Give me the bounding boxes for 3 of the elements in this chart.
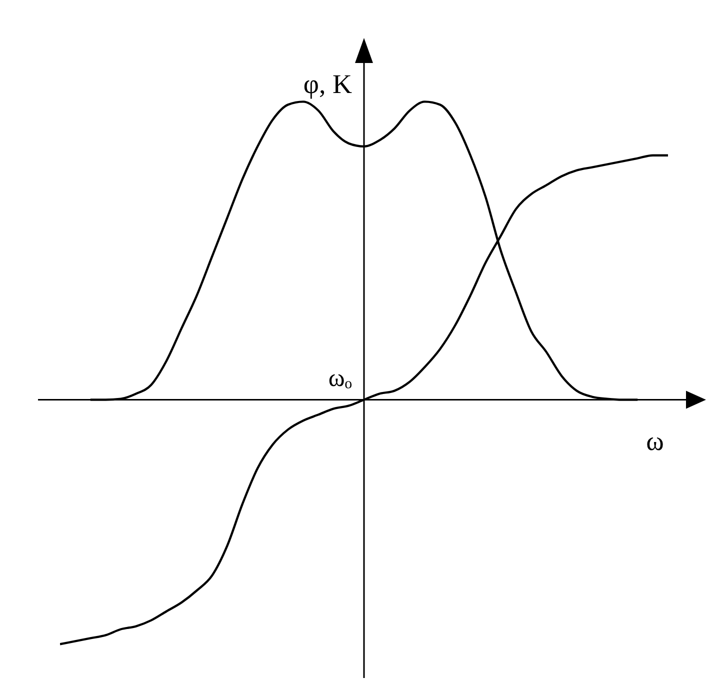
y-axis-title: φ, K [303, 69, 352, 99]
annotation: ωₒ [328, 364, 352, 392]
x-axis-title: ω [646, 426, 664, 456]
